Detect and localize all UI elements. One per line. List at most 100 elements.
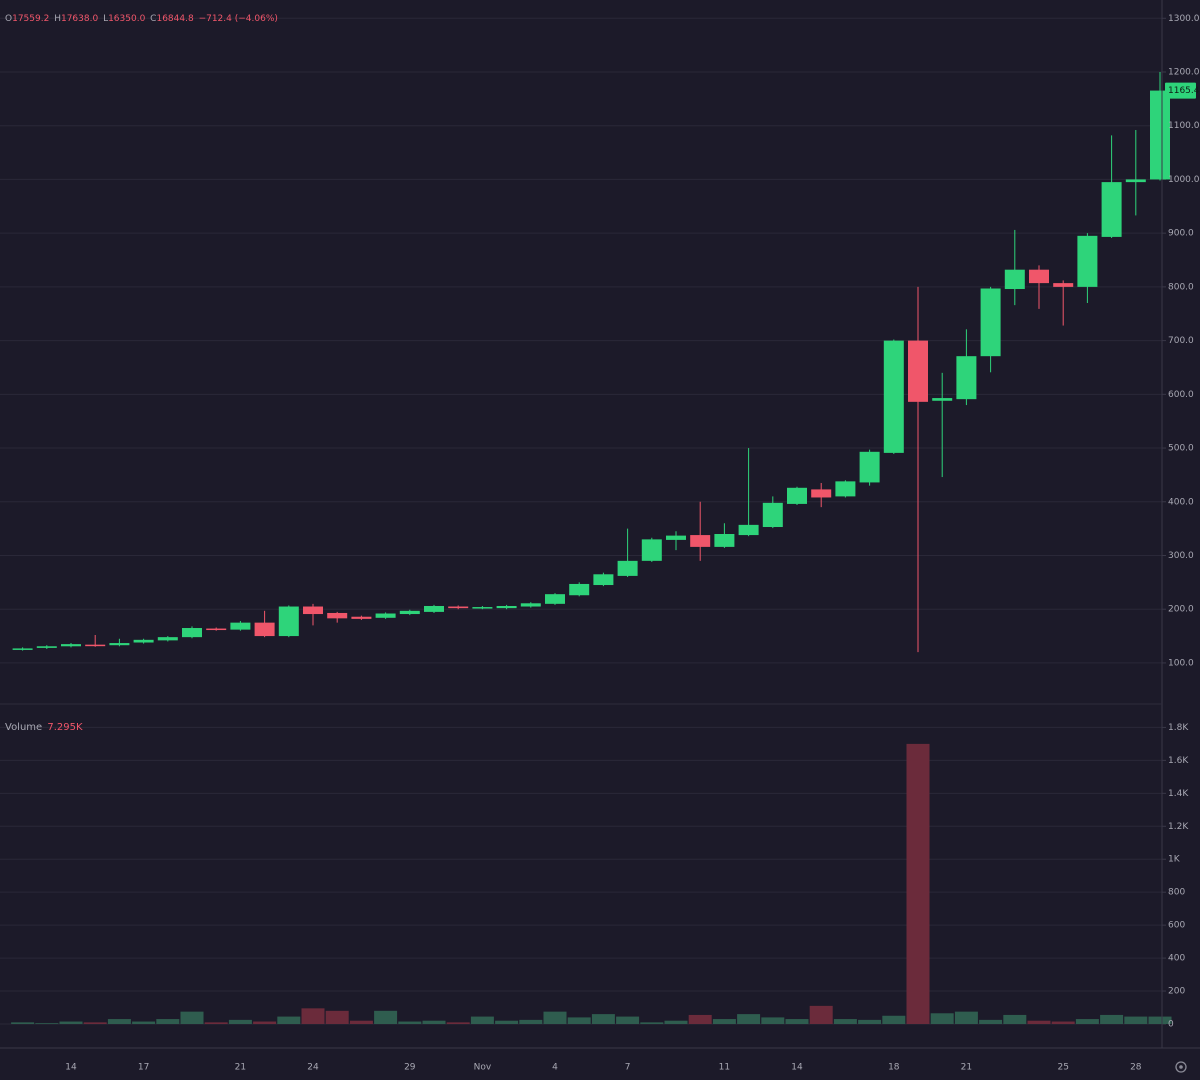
volume-bar bbox=[664, 1020, 688, 1024]
volume-bar bbox=[253, 1021, 277, 1024]
volume-bar bbox=[519, 1019, 543, 1024]
volume-bar bbox=[1148, 1016, 1172, 1024]
y-tick-label: 1K bbox=[1168, 855, 1181, 865]
candle-body bbox=[448, 606, 469, 609]
settings-gear[interactable] bbox=[1175, 1061, 1187, 1073]
volume-bar bbox=[858, 1019, 882, 1024]
candle-body bbox=[617, 560, 638, 576]
legend-key: L bbox=[103, 14, 108, 24]
volume-bar bbox=[446, 1022, 470, 1024]
candle-body bbox=[375, 613, 396, 618]
volume-bar bbox=[11, 1022, 35, 1024]
volume-bar bbox=[349, 1020, 373, 1024]
settings-icon[interactable] bbox=[1175, 1061, 1187, 1073]
x-tick-label: 7 bbox=[625, 1063, 631, 1073]
volume-bar bbox=[107, 1019, 131, 1024]
volume-bar bbox=[1124, 1016, 1148, 1024]
x-tick-label: 28 bbox=[1130, 1063, 1142, 1073]
volume-bar bbox=[737, 1014, 761, 1024]
candle-body bbox=[1150, 90, 1170, 180]
y-tick-label: 400.0 bbox=[1168, 497, 1194, 507]
x-tick-label: 11 bbox=[719, 1063, 730, 1073]
last-price-label: 1165.4 bbox=[1168, 86, 1200, 96]
volume-bar bbox=[301, 1008, 325, 1024]
candle-body bbox=[908, 340, 928, 402]
volume-bar bbox=[1003, 1014, 1027, 1024]
y-tick-label: 100.0 bbox=[1168, 658, 1194, 668]
x-tick-label: 29 bbox=[404, 1063, 416, 1073]
candle-body bbox=[278, 606, 299, 637]
volume-bar bbox=[712, 1019, 736, 1024]
volume-bar bbox=[688, 1014, 712, 1024]
volume-bar bbox=[906, 743, 930, 1024]
x-tick-label: 25 bbox=[1057, 1063, 1068, 1073]
volume-bar bbox=[640, 1022, 664, 1024]
candle-body bbox=[1053, 283, 1074, 287]
candle-body bbox=[61, 644, 81, 647]
candle-body bbox=[85, 644, 106, 647]
candle-body bbox=[738, 524, 759, 536]
candle-body bbox=[666, 535, 686, 540]
volume-bar bbox=[785, 1019, 809, 1024]
volume-bar bbox=[591, 1014, 615, 1024]
volume-bar bbox=[277, 1016, 301, 1024]
x-tick-label: 21 bbox=[235, 1063, 246, 1073]
candle-body bbox=[1125, 179, 1146, 183]
candle-body bbox=[327, 612, 348, 619]
y-tick-label: 200 bbox=[1168, 987, 1185, 997]
volume-value: 7.295K bbox=[47, 722, 83, 733]
candle-body bbox=[12, 648, 33, 650]
settings-hub bbox=[1179, 1065, 1183, 1069]
volume-bar bbox=[1051, 1021, 1075, 1024]
candle-body bbox=[351, 616, 372, 619]
candle-body bbox=[787, 487, 807, 504]
y-tick-label: 800.0 bbox=[1168, 282, 1194, 292]
grid bbox=[0, 17, 1166, 1025]
volume-bar bbox=[1075, 1019, 1099, 1024]
volume-bar bbox=[83, 1022, 107, 1024]
candle-body bbox=[714, 533, 735, 547]
candle-body bbox=[1077, 235, 1098, 287]
y-tick-label: 500.0 bbox=[1168, 444, 1194, 454]
legend-key: H bbox=[54, 14, 61, 24]
volume-bar bbox=[156, 1019, 180, 1024]
y-tick-label: 800 bbox=[1168, 888, 1185, 898]
y-tick-label: 1200.0 bbox=[1168, 67, 1200, 77]
candle-body bbox=[641, 539, 662, 561]
candle-body bbox=[36, 646, 57, 648]
candle-body bbox=[230, 622, 251, 630]
x-tick-label: 14 bbox=[65, 1063, 77, 1073]
y-tick-label: 1.2K bbox=[1168, 822, 1189, 832]
y-tick-label: 400 bbox=[1168, 954, 1185, 964]
x-tick-label: Nov bbox=[474, 1063, 492, 1073]
candle-body bbox=[254, 622, 275, 637]
volume-bar bbox=[882, 1015, 906, 1024]
candle-body bbox=[859, 451, 880, 483]
candle-body bbox=[472, 607, 493, 609]
volume-bar bbox=[567, 1017, 591, 1024]
volume-bar bbox=[470, 1016, 494, 1024]
candle-body bbox=[182, 628, 202, 638]
x-tick-label: 21 bbox=[961, 1063, 972, 1073]
volume-bar bbox=[132, 1021, 156, 1024]
y-tick-label: 600 bbox=[1168, 921, 1185, 931]
volume-bar bbox=[809, 1005, 833, 1024]
volume-bar bbox=[954, 1011, 978, 1024]
y-tick-label: 1000.0 bbox=[1168, 175, 1200, 185]
y-tick-label: 1300.0 bbox=[1168, 14, 1200, 24]
volume-bar bbox=[1027, 1020, 1051, 1024]
candle-body bbox=[1004, 269, 1025, 290]
candle-body bbox=[133, 639, 154, 643]
candle-body bbox=[932, 398, 953, 401]
volume-bar bbox=[543, 1011, 567, 1024]
candle-body bbox=[835, 481, 856, 497]
y-tick-label: 1.8K bbox=[1168, 723, 1189, 733]
candle-body bbox=[545, 594, 565, 604]
candle-body bbox=[109, 643, 130, 646]
volume-bar bbox=[495, 1020, 519, 1024]
candle-body bbox=[496, 605, 517, 609]
volume-bar bbox=[833, 1019, 857, 1024]
volume-bar bbox=[180, 1011, 204, 1024]
last-price-box bbox=[1165, 82, 1196, 99]
